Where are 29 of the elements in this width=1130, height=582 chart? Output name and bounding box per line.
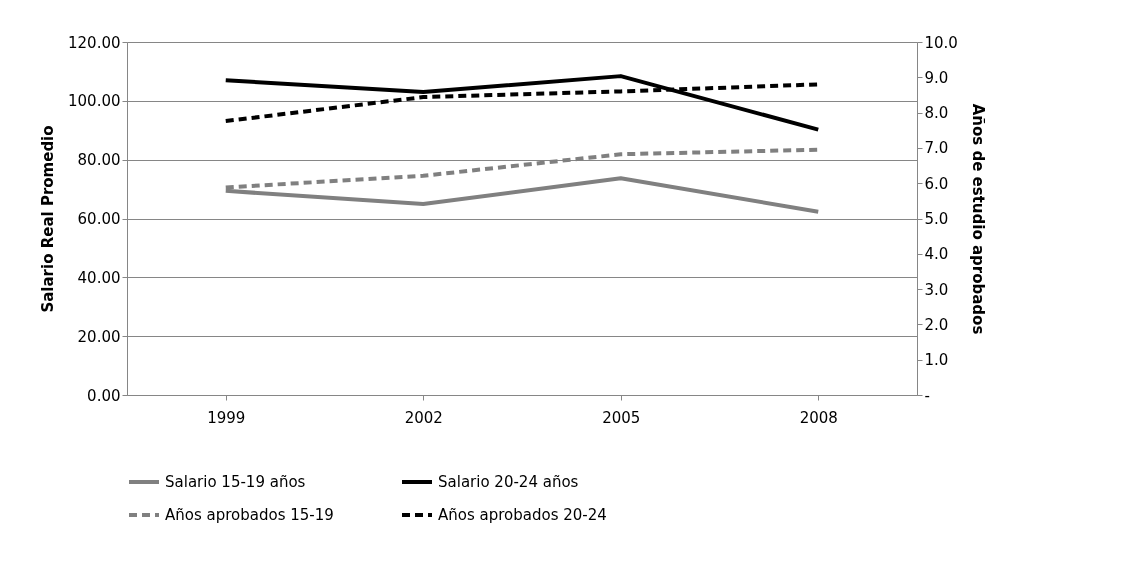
y2-tick-label: 3.0 — [924, 280, 949, 299]
x-tick-label: 2005 — [602, 408, 641, 427]
y2-tick-label: 5.0 — [924, 210, 949, 228]
y-tick-label: 0.00 — [87, 386, 121, 405]
y2-tick-label: 8.0 — [924, 104, 949, 123]
y2-axis-title: Años de estudio aprobados — [968, 103, 987, 335]
y2-tick-label: - — [924, 386, 930, 405]
y-tick-label: 100.00 — [68, 92, 121, 111]
y2-tick-label: 9.0 — [924, 68, 949, 87]
y2-tick-label: 2.0 — [924, 315, 949, 334]
x-tick-label: 2008 — [799, 408, 838, 427]
y-tick-label: 80.00 — [77, 151, 121, 170]
y-tick-label: 40.00 — [77, 268, 121, 287]
y2-tick-label: 7.0 — [924, 139, 949, 158]
y2-tick-label: 6.0 — [924, 174, 949, 193]
y2-tick-label: 10.0 — [924, 33, 958, 52]
line-series — [223, 74, 821, 132]
x-tick-label: 1999 — [207, 408, 246, 427]
legend-label: Salario 20-24 años — [438, 473, 579, 491]
y2-tick-label: 4.0 — [924, 245, 949, 264]
y-tick-label: 60.00 — [77, 210, 121, 228]
y2-tick-label: 1.0 — [924, 351, 949, 370]
y-axis-title: Salario Real Promedio — [39, 125, 58, 313]
y-tick-label: 120.00 — [68, 33, 121, 52]
x-tick-label: 2002 — [404, 408, 443, 427]
legend-label: Años aprobados 15-19 — [165, 506, 334, 524]
y-tick-label: 20.00 — [77, 327, 121, 346]
legend-label: Salario 15-19 años — [165, 473, 306, 491]
legend-label: Años aprobados 20-24 — [438, 506, 607, 524]
